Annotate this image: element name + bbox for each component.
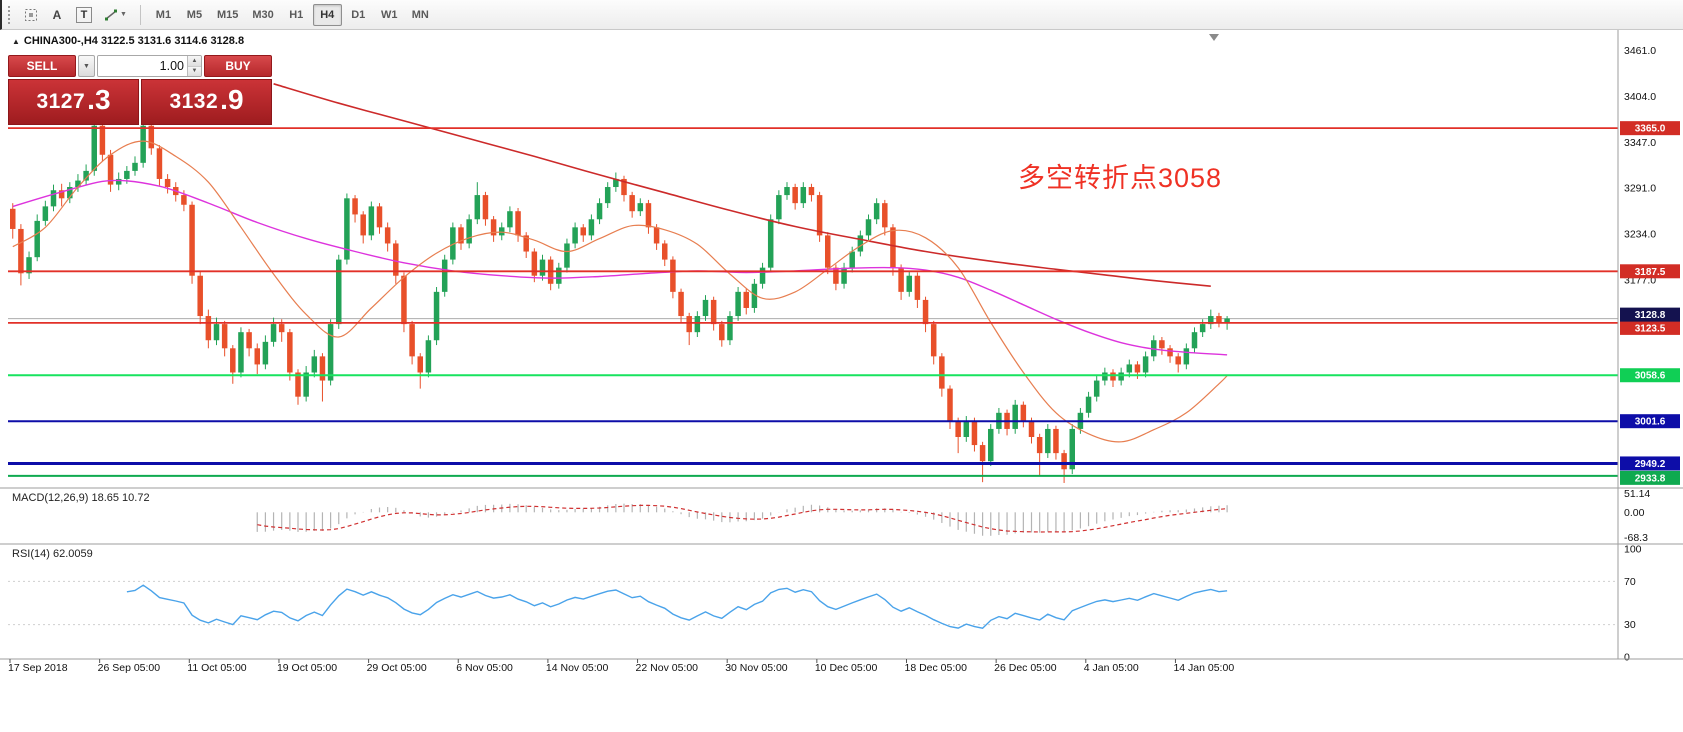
svg-text:14 Jan 05:00: 14 Jan 05:00 bbox=[1173, 662, 1234, 674]
svg-text:30 Nov 05:00: 30 Nov 05:00 bbox=[725, 662, 788, 674]
macd-signal-line bbox=[257, 504, 1228, 533]
timeframe-mn[interactable]: MN bbox=[406, 4, 435, 26]
svg-text:3123.5: 3123.5 bbox=[1635, 323, 1666, 334]
sell-price-base: 3127 bbox=[36, 90, 86, 113]
timeframe-button-group: M1 M5 M15 M30 H1 H4 D1 W1 MN bbox=[149, 3, 435, 26]
top-toolbar: A T ▼ M1 M5 M15 M30 H1 H4 D1 W1 MN bbox=[0, 0, 1683, 30]
svg-text:0: 0 bbox=[1624, 652, 1630, 664]
volume-spinner: ▲ ▼ bbox=[187, 56, 201, 76]
timeframe-m30[interactable]: M30 bbox=[246, 4, 279, 26]
template-grid-icon[interactable] bbox=[19, 4, 43, 26]
buy-button[interactable]: BUY bbox=[204, 55, 272, 77]
timeframe-d1[interactable]: D1 bbox=[344, 4, 373, 26]
svg-text:6 Nov 05:00: 6 Nov 05:00 bbox=[456, 662, 513, 674]
chart-area[interactable]: 3461.0 3404.0 3347.0 3291.0 3234.0 3177.0 3365… bbox=[0, 30, 1683, 732]
buy-price-pips: .9 bbox=[220, 84, 244, 115]
svg-text:26 Sep 05:00: 26 Sep 05:00 bbox=[98, 662, 161, 674]
chart-shift-marker-icon[interactable] bbox=[1209, 34, 1219, 41]
rsi-indicator-label: RSI(14) 62.0059 bbox=[12, 548, 93, 560]
svg-text:51.14: 51.14 bbox=[1624, 488, 1650, 500]
svg-text:4 Jan 05:00: 4 Jan 05:00 bbox=[1084, 662, 1139, 674]
svg-text:3347.0: 3347.0 bbox=[1624, 137, 1656, 149]
volume-increase-button[interactable]: ▲ bbox=[188, 56, 201, 67]
chart-title-text: CHINA300-,H4 3122.5 3131.6 3114.6 3128.8 bbox=[23, 35, 245, 47]
trade-panel-controls: SELL ▼ ▲ ▼ BUY bbox=[8, 55, 272, 77]
buy-price-base: 3132 bbox=[169, 90, 219, 113]
letter-a-icon: A bbox=[52, 7, 62, 22]
timeframe-m15[interactable]: M15 bbox=[211, 4, 244, 26]
svg-text:10 Dec 05:00: 10 Dec 05:00 bbox=[815, 662, 878, 674]
svg-text:3128.8: 3128.8 bbox=[1635, 310, 1666, 321]
timeframe-w1[interactable]: W1 bbox=[375, 4, 404, 26]
svg-text:19 Oct 05:00: 19 Oct 05:00 bbox=[277, 662, 337, 674]
svg-text:3001.6: 3001.6 bbox=[1635, 417, 1666, 428]
svg-text:17 Sep 2018: 17 Sep 2018 bbox=[8, 662, 68, 674]
boxed-t-icon: T bbox=[76, 6, 92, 23]
chevron-up-icon: ▲ bbox=[191, 57, 198, 64]
toolbar-drag-handle[interactable] bbox=[8, 5, 13, 24]
svg-text:22 Nov 05:00: 22 Nov 05:00 bbox=[636, 662, 699, 674]
svg-text:11 Oct 05:00: 11 Oct 05:00 bbox=[187, 662, 247, 674]
macd-indicator-label: MACD(12,26,9) 18.65 10.72 bbox=[12, 492, 150, 504]
horizontal-level-lines[interactable] bbox=[8, 127, 1618, 477]
volume-dropdown-button[interactable]: ▼ bbox=[78, 55, 95, 77]
svg-text:18 Dec 05:00: 18 Dec 05:00 bbox=[905, 662, 968, 674]
svg-text:3365.0: 3365.0 bbox=[1635, 124, 1666, 135]
svg-text:-68.3: -68.3 bbox=[1624, 532, 1648, 544]
chart-title: ▲ CHINA300-,H4 3122.5 3131.6 3114.6 3128… bbox=[12, 35, 244, 47]
svg-text:3234.0: 3234.0 bbox=[1624, 228, 1656, 240]
symbol-marker-icon: ▲ bbox=[12, 36, 20, 46]
toolbar-separator bbox=[139, 4, 141, 25]
svg-text:3187.5: 3187.5 bbox=[1635, 267, 1666, 278]
dashed-box-icon bbox=[25, 8, 37, 21]
svg-text:26 Dec 05:00: 26 Dec 05:00 bbox=[994, 662, 1057, 674]
macd-panel: 51.14 0.00 -68.3 bbox=[256, 488, 1650, 544]
timeframe-m5[interactable]: M5 bbox=[180, 4, 209, 26]
sell-price-display[interactable]: 3127.3 bbox=[8, 79, 139, 125]
trendline-icon bbox=[105, 9, 117, 20]
drawing-tools-button[interactable]: ▼ bbox=[99, 4, 132, 26]
text-tool-button[interactable]: T bbox=[71, 4, 97, 26]
buy-price-display[interactable]: 3132.9 bbox=[141, 79, 272, 125]
svg-text:3058.6: 3058.6 bbox=[1635, 371, 1666, 382]
ma-fast-orange bbox=[12, 140, 1228, 443]
svg-text:29 Oct 05:00: 29 Oct 05:00 bbox=[367, 662, 427, 674]
svg-text:100: 100 bbox=[1624, 544, 1642, 556]
svg-text:14 Nov 05:00: 14 Nov 05:00 bbox=[546, 662, 609, 674]
chevron-down-icon: ▼ bbox=[83, 62, 90, 70]
timeframe-h1[interactable]: H1 bbox=[282, 4, 311, 26]
chevron-down-icon: ▼ bbox=[191, 68, 198, 75]
rsi-panel: 100 70 30 0 bbox=[8, 544, 1642, 664]
sell-price-pips: .3 bbox=[87, 84, 111, 115]
timeframe-h4[interactable]: H4 bbox=[312, 3, 342, 26]
timeframe-m1[interactable]: M1 bbox=[149, 4, 178, 26]
chart-annotation-text: 多空转折点3058 bbox=[1018, 163, 1223, 193]
price-badges: 3365.0 3187.5 3123.5 3058.6 3001.6 2949.2 2933… bbox=[1620, 121, 1680, 485]
volume-decrease-button[interactable]: ▼ bbox=[188, 66, 201, 76]
svg-text:30: 30 bbox=[1624, 619, 1636, 631]
svg-text:3461.0: 3461.0 bbox=[1624, 45, 1656, 57]
svg-text:0.00: 0.00 bbox=[1624, 507, 1645, 519]
svg-text:70: 70 bbox=[1624, 576, 1636, 588]
svg-text:3404.0: 3404.0 bbox=[1624, 91, 1656, 103]
panel-separators bbox=[0, 30, 1683, 660]
svg-text:2949.2: 2949.2 bbox=[1635, 459, 1666, 470]
one-click-trade-panel: SELL ▼ ▲ ▼ BUY 3127.3 3132.9 bbox=[8, 55, 272, 125]
rsi-line bbox=[126, 584, 1228, 629]
volume-field: ▲ ▼ bbox=[97, 55, 202, 77]
time-axis[interactable]: 17 Sep 2018 26 Sep 05:00 11 Oct 05:00 19 Oc… bbox=[8, 659, 1234, 674]
chart-canvas[interactable]: 3461.03404.03347.03291.03234.03177.03365… bbox=[0, 30, 1683, 732]
svg-text:3291.0: 3291.0 bbox=[1624, 182, 1656, 194]
sell-button[interactable]: SELL bbox=[8, 55, 76, 77]
text-label-tool-button[interactable]: A bbox=[45, 4, 69, 26]
volume-input[interactable] bbox=[98, 56, 187, 76]
chevron-down-icon: ▼ bbox=[120, 11, 127, 18]
svg-text:2933.8: 2933.8 bbox=[1635, 473, 1666, 484]
trade-panel-prices: 3127.3 3132.9 bbox=[8, 79, 272, 125]
